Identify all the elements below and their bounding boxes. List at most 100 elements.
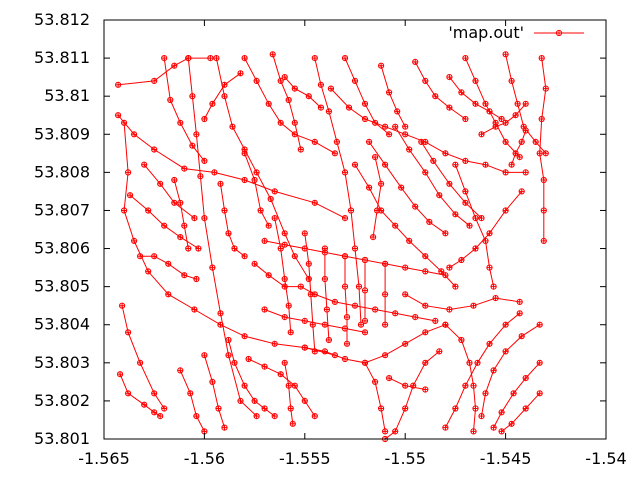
data-point [297,146,304,153]
data-point [540,237,547,244]
data-point [321,275,328,283]
data-point [201,115,208,123]
data-point [398,184,405,191]
data-point [171,199,178,206]
data-point [536,390,543,397]
data-point [331,150,338,157]
data-point [211,169,218,176]
y-tick-label: 53.808 [34,162,90,181]
data-point [490,367,497,374]
data-point [221,93,228,100]
data-point [317,81,324,88]
road-segment [179,370,205,432]
data-point [361,256,369,264]
data-point [508,420,515,427]
data-point [536,321,543,328]
data-point [406,146,413,153]
data-point [127,192,134,199]
data-point [125,329,132,336]
data-point [462,157,469,164]
data-point [285,302,292,309]
data-point [446,180,453,187]
data-point [341,283,349,290]
data-point [137,359,144,366]
data-point [536,150,543,157]
data-point [221,424,228,431]
data-point [436,348,443,355]
data-point [470,428,477,435]
data-point [402,131,409,138]
data-point [482,100,489,107]
data-point [241,150,248,157]
data-point [432,93,439,100]
data-layer [114,51,549,443]
data-point [462,188,469,195]
data-point [458,336,465,344]
data-point [386,89,393,96]
data-point [343,314,351,321]
data-point [442,230,449,237]
data-point [518,333,525,340]
data-point [351,302,359,309]
data-point [378,62,385,69]
road-segment [187,58,257,417]
road-segment [404,293,520,311]
data-point [181,165,188,172]
data-point [323,306,330,313]
data-point [378,180,385,187]
legend-marker [555,29,563,37]
legend: 'map.out' [448,23,584,42]
data-point [502,348,509,355]
data-point [281,283,288,290]
data-point [470,302,477,309]
data-point [392,222,399,229]
data-point [241,54,248,62]
data-point [406,237,413,244]
data-point [253,169,260,176]
y-tick-label: 53.809 [34,124,90,143]
data-point [402,340,409,347]
data-point [333,138,340,145]
data-point [253,413,260,420]
road-segment [511,130,527,165]
data-point [482,161,489,168]
data-point [378,405,385,412]
data-point [466,222,473,229]
road-segment [481,324,540,417]
data-point [114,81,122,88]
data-point [502,169,509,176]
data-point [370,234,377,241]
data-point [351,245,359,252]
road-segment [173,179,189,249]
data-point [217,180,224,187]
data-point [486,264,493,271]
data-point [402,123,409,130]
data-point [341,355,349,363]
data-point [189,93,196,100]
plot-frame [103,19,607,440]
data-point [131,237,138,244]
road-segment [464,57,521,158]
data-point [189,142,196,149]
data-point [492,123,499,130]
data-point [341,54,349,62]
road-segment [454,164,495,287]
data-point [512,150,519,157]
data-point [261,306,268,313]
data-point [125,169,132,176]
data-point [386,131,393,138]
data-point [422,359,429,366]
data-point [185,245,192,252]
data-point [508,77,515,85]
road-segment [244,153,270,226]
data-point [462,54,469,62]
data-point [131,131,138,138]
data-point [305,260,312,267]
data-point [225,352,232,359]
data-point [462,199,469,206]
data-point [516,298,523,305]
data-point [145,207,152,214]
data-point [422,302,429,309]
data-point [512,112,519,119]
data-point [374,207,381,214]
